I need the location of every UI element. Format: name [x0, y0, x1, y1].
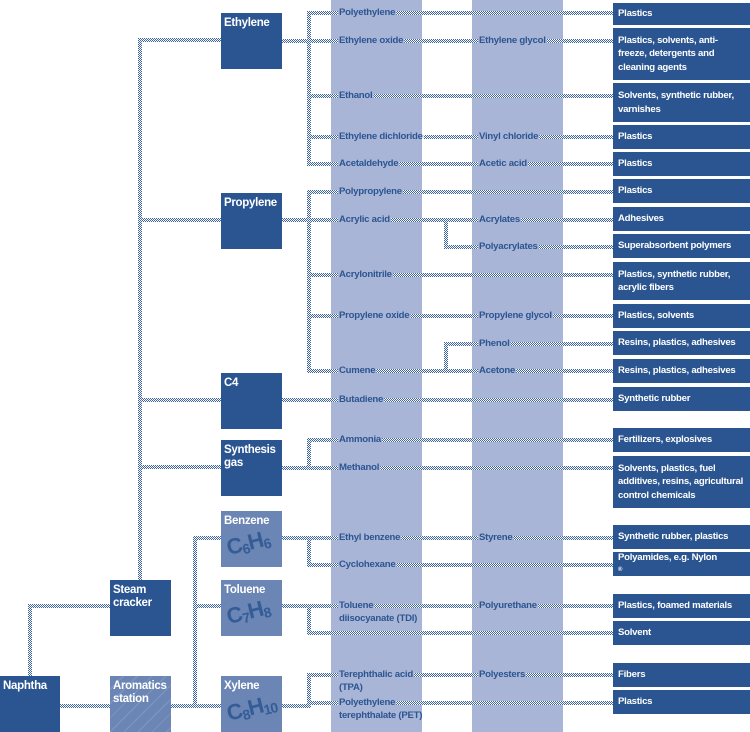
application-box: Solvent — [613, 621, 750, 645]
intermediate-acetaldehyde: Acetaldehyde — [339, 158, 399, 169]
toluene-formula: C7H8 — [223, 595, 273, 629]
application-box: Plastics — [613, 3, 750, 25]
application-box: Synthetic rubber, plastics — [613, 525, 750, 549]
application-box: Fibers — [613, 663, 750, 687]
application-box: Resins, plastics, adhesives — [613, 359, 750, 383]
registered-mark: ® — [618, 567, 623, 573]
application-box: Plastics — [613, 152, 750, 176]
toluene-label: Toluene — [224, 584, 266, 596]
application-box: Plastics — [613, 125, 750, 149]
intermediate-column-band-1 — [331, 0, 422, 732]
intermediate-ethylene-oxide: Ethylene oxide — [339, 35, 404, 46]
application-box: Adhesives — [613, 207, 750, 231]
application-box: Plastics, solvents — [613, 304, 750, 328]
application-box: Solvents, synthetic rubber, varnishes — [613, 83, 750, 122]
xylene-formula: C8H10 — [223, 692, 279, 726]
intermediate-ethylene-dichloride: Ethylene dichloride — [339, 131, 423, 142]
aromatics-station-box: Aromatics station — [110, 676, 171, 732]
intermediate-acrylonitrile: Acrylonitrile — [339, 269, 392, 280]
intermediate-pet: Polyethylene terephthalate (PET) — [339, 697, 423, 721]
intermediate-acetic-acid: Acetic acid — [479, 158, 527, 169]
steam-cracker-box: Steam cracker — [110, 580, 171, 636]
xylene-box: Xylene C8H10 — [221, 676, 282, 732]
intermediate-ethanol: Ethanol — [339, 90, 373, 101]
benzene-box: Benzene C6H6 — [221, 511, 282, 567]
application-box: Superabsorbent polymers — [613, 234, 750, 258]
intermediate-polyurethane: Polyurethane — [479, 600, 537, 611]
intermediate-tdi: Toluene diisocyanate (TDI) — [339, 600, 418, 624]
intermediate-polypropylene: Polypropylene — [339, 186, 402, 197]
intermediate-polyethylene: Polyethylene — [339, 7, 396, 18]
propylene-box: Propylene — [221, 193, 282, 249]
intermediate-ethylene-glycol: Ethylene glycol — [479, 35, 546, 46]
application-box: Synthetic rubber — [613, 387, 750, 411]
toluene-box: Toluene C7H8 — [221, 580, 282, 636]
intermediate-acrylates: Acrylates — [479, 214, 520, 225]
c4-box: C4 — [221, 373, 282, 429]
synthesis-gas-box: Synthesis gas — [221, 440, 282, 496]
intermediate-polyacrylates: Polyacrylates — [479, 241, 538, 252]
intermediate-column-band-2 — [472, 0, 563, 732]
intermediate-acetone: Acetone — [479, 365, 516, 376]
benzene-formula: C6H6 — [223, 526, 273, 560]
intermediate-cumene: Cumene — [339, 365, 376, 376]
intermediate-tpa: Terephthalic acid (TPA) — [339, 669, 413, 693]
benzene-label: Benzene — [224, 515, 270, 527]
naphtha-box: Naphtha — [0, 676, 60, 732]
application-box: Plastics, foamed materials — [613, 594, 750, 618]
application-box: Solvents, plastics, fuel additives, resi… — [613, 456, 750, 508]
application-box: Plastics, synthetic rubber, acrylic fibe… — [613, 262, 750, 300]
intermediate-styrene: Styrene — [479, 532, 513, 543]
intermediate-propylene-glycol: Propylene glycol — [479, 310, 552, 321]
application-box: Resins, plastics, adhesives — [613, 331, 750, 355]
intermediate-butadiene: Butadiene — [339, 394, 384, 405]
application-box: Plastics, solvents, anti-freeze, deterge… — [613, 28, 750, 80]
intermediate-propylene-oxide: Propylene oxide — [339, 310, 410, 321]
intermediate-methanol: Methanol — [339, 462, 380, 473]
intermediate-ammonia: Ammonia — [339, 434, 381, 445]
application-box: Plastics — [613, 690, 750, 714]
application-box: Plastics — [613, 179, 750, 203]
intermediate-phenol: Phenol — [479, 338, 510, 349]
ethylene-box: Ethylene — [221, 13, 282, 69]
intermediate-acrylic-acid: Acrylic acid — [339, 214, 390, 225]
xylene-label: Xylene — [224, 680, 260, 692]
application-box: Fertilizers, explosives — [613, 428, 750, 452]
intermediate-vinyl-chloride: Vinyl chloride — [479, 131, 539, 142]
intermediate-cyclohexane: Cyclohexane — [339, 559, 396, 570]
application-box: Polyamides, e.g. Nylon ® — [613, 552, 750, 576]
intermediate-polyesters: Polyesters — [479, 669, 526, 680]
intermediate-ethyl-benzene: Ethyl benzene — [339, 532, 401, 543]
